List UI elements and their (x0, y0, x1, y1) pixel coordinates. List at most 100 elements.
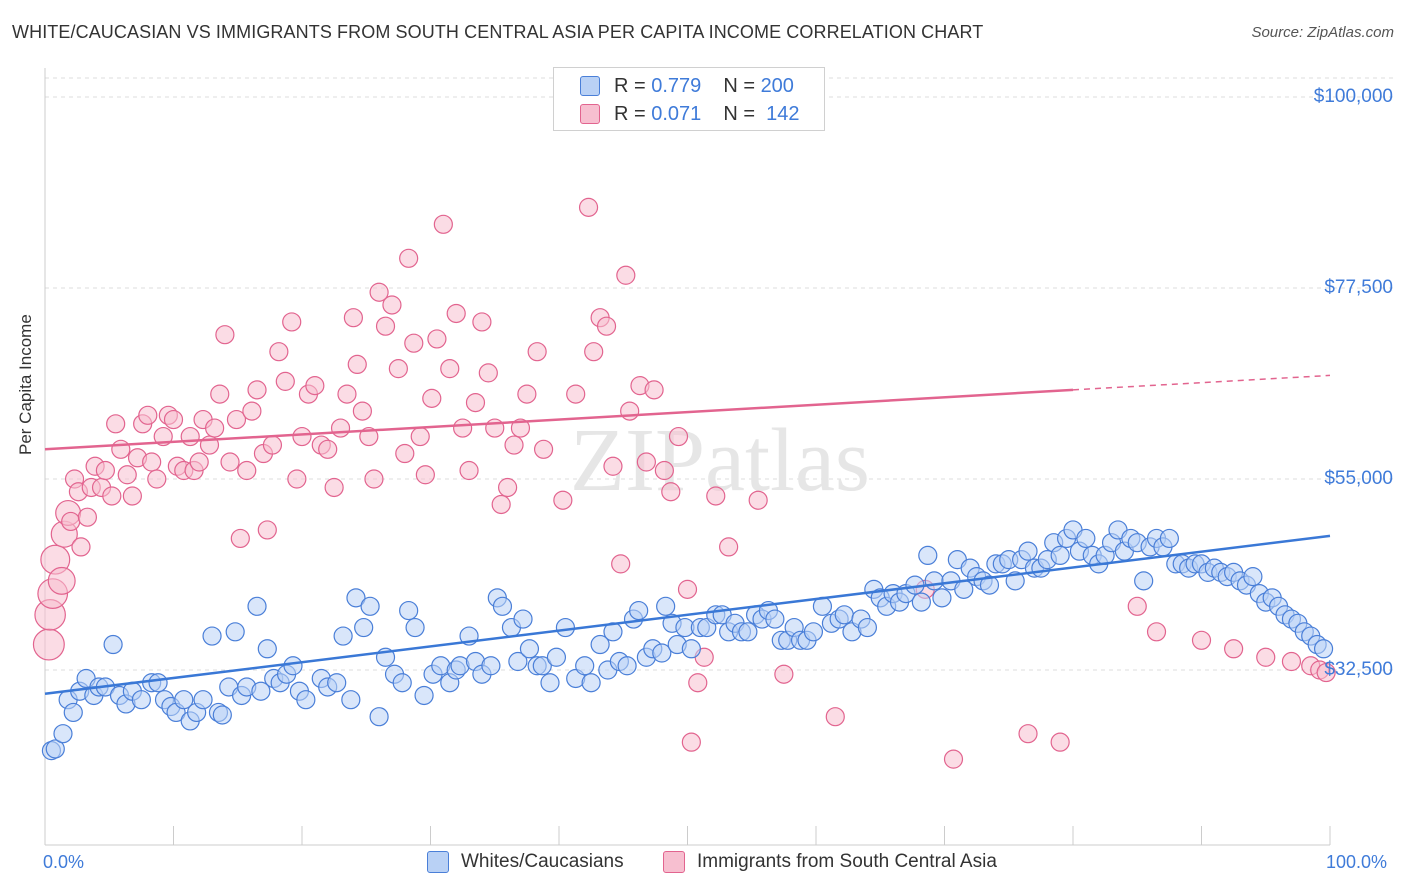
immigrants-point (636, 452, 656, 472)
immigrants-point (262, 435, 283, 455)
immigrants-point (504, 435, 524, 455)
immigrants-point (111, 439, 131, 459)
immigrants-point (1281, 651, 1302, 672)
whites-point (681, 639, 701, 659)
legend-r-label: R = (614, 102, 646, 125)
whites-point (360, 596, 380, 616)
whites-point (327, 673, 347, 693)
whites-point (399, 600, 419, 621)
immigrants-point (719, 537, 739, 557)
immigrants-point (292, 426, 312, 447)
whites-point (513, 609, 533, 629)
legend-row-immigrants: R = 0.071 N = 142 (580, 101, 800, 127)
immigrants-point (1127, 596, 1147, 616)
axes (44, 68, 1331, 846)
legend-n-label: N = (723, 102, 755, 125)
chart-title: WHITE/CAUCASIAN VS IMMIGRANTS FROM SOUTH… (12, 22, 984, 42)
immigrants-legend-label: Immigrants from South Central Asia (697, 851, 997, 872)
immigrants-point (282, 312, 302, 332)
immigrants-point (399, 248, 419, 268)
immigrants-point (242, 401, 262, 421)
immigrants-point (498, 477, 518, 498)
immigrants-point (596, 316, 617, 336)
whites-point (414, 685, 434, 706)
immigrants-point (1191, 630, 1212, 650)
whites-point (405, 617, 425, 638)
whites-point (1134, 571, 1154, 591)
immigrants-point (472, 312, 492, 332)
whites-point (932, 588, 952, 608)
immigrants-point (330, 418, 351, 438)
immigrants-point (440, 359, 460, 379)
immigrants-point (32, 628, 65, 661)
immigrants-point (517, 384, 537, 404)
immigrants-point (661, 482, 681, 502)
grid-lines (45, 77, 1393, 671)
whites-point (532, 656, 552, 676)
immigrants-point (247, 380, 267, 400)
immigrants-point (566, 384, 586, 404)
whites-point (148, 673, 168, 693)
immigrants-point (654, 460, 674, 481)
whites-point (346, 588, 366, 608)
immigrants-point (578, 197, 599, 217)
immigrants-point (269, 342, 289, 362)
y-tick-label: $32,500 (1324, 659, 1393, 680)
immigrants-point (61, 511, 81, 532)
whites-point (1018, 541, 1038, 561)
immigrants-legend-swatch (663, 851, 685, 873)
whites-point (857, 617, 878, 638)
immigrants-point (510, 418, 531, 438)
whites-point (174, 690, 194, 710)
immigrants-point (318, 439, 338, 459)
immigrants-point (410, 426, 430, 447)
immigrants-point (446, 303, 466, 324)
immigrants-point (388, 359, 408, 379)
immigrants-point (163, 409, 184, 430)
whites-point (581, 673, 601, 693)
whites-point (1050, 545, 1070, 566)
immigrants-point (147, 469, 167, 489)
y-tick-label: $77,500 (1324, 277, 1393, 298)
immigrants-point (257, 520, 277, 540)
whites-point (131, 690, 151, 710)
immigrants-point (205, 418, 225, 438)
whites-point (296, 690, 316, 710)
immigrants-point (688, 673, 708, 693)
immigrants-point (491, 494, 511, 515)
immigrants-point (275, 371, 295, 391)
immigrants-point (95, 460, 115, 481)
immigrants-point (1224, 639, 1244, 659)
whites-point (590, 634, 610, 655)
immigrants-point (943, 749, 964, 769)
immigrants-point (611, 554, 631, 574)
immigrants-point (527, 342, 547, 362)
immigrants-trend-extension (1072, 374, 1331, 391)
whites-legend-swatch (427, 851, 449, 873)
immigrants-point (1050, 732, 1070, 752)
immigrants-point (553, 490, 573, 510)
immigrants-swatch (580, 104, 600, 124)
immigrants-point (395, 443, 415, 464)
bottom-legend-whites: Whites/Caucasians (427, 851, 624, 873)
immigrants-point (347, 354, 367, 374)
immigrants-point (404, 333, 424, 353)
whites-point (202, 626, 222, 646)
whites-point (629, 600, 649, 621)
whites-trend-line (44, 534, 1331, 696)
whites-point (508, 651, 528, 672)
legend-n-value-immigrants: 142 (766, 102, 800, 125)
y-tick-label: $100,000 (1313, 86, 1393, 107)
whites-point (519, 639, 540, 659)
immigrants-point (1256, 647, 1276, 667)
legend-n-value-whites: 200 (760, 74, 794, 97)
whites-point (341, 690, 361, 710)
whites-point (656, 596, 676, 616)
immigrants-point (230, 528, 250, 549)
whites-point (617, 656, 637, 676)
legend-r-value-immigrants: 0.071 (651, 102, 702, 125)
immigrants-point (375, 316, 396, 336)
immigrants-point (706, 486, 726, 506)
immigrants-point (453, 418, 473, 438)
whites-point (540, 673, 560, 693)
